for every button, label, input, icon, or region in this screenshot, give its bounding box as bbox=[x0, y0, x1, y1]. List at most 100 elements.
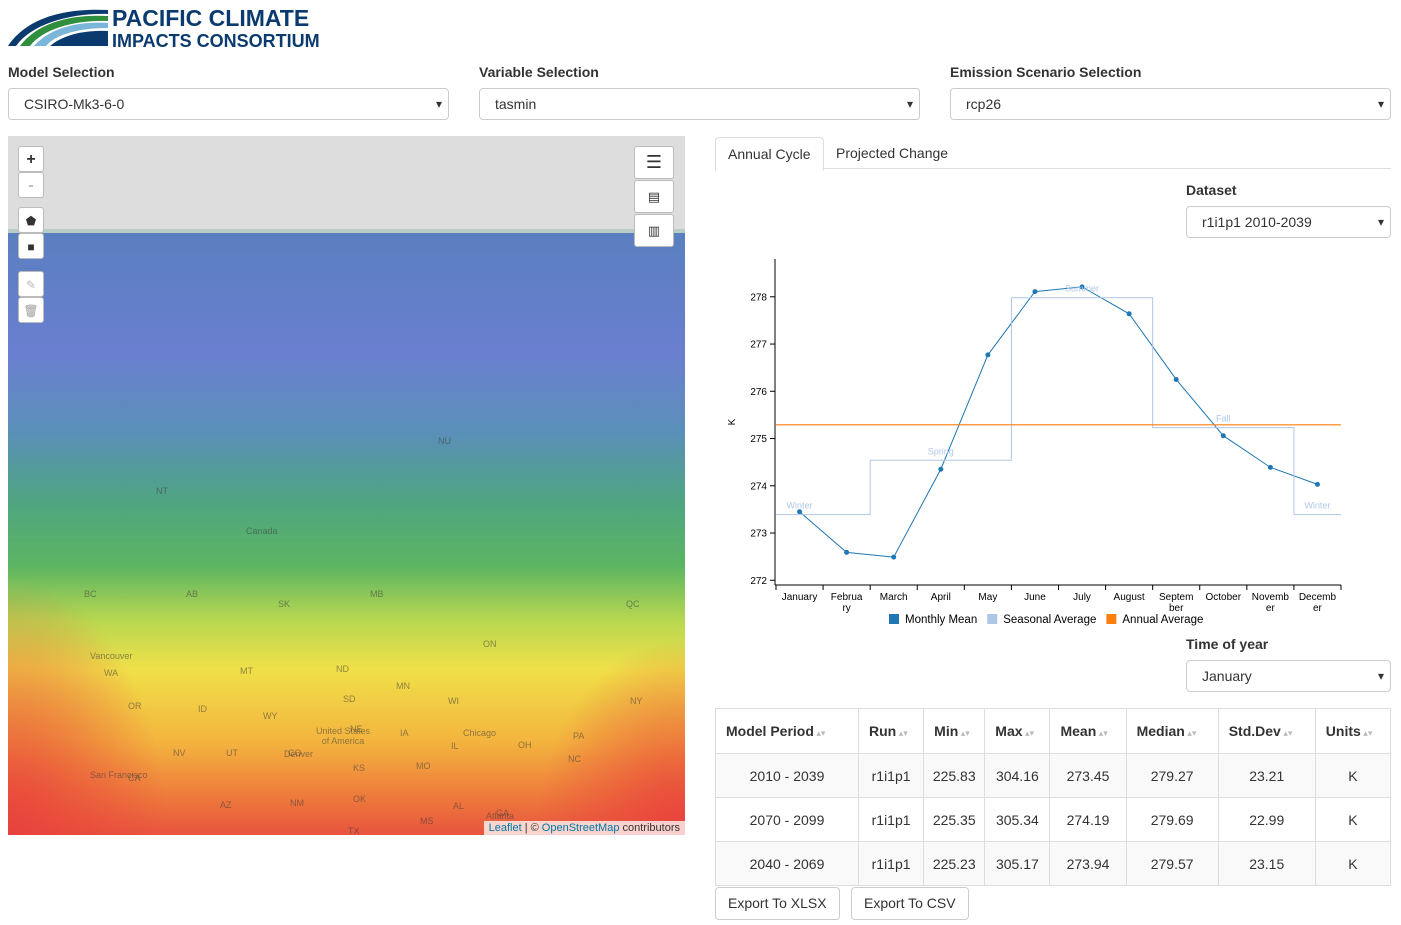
y-axis-label: K bbox=[727, 418, 738, 425]
table-cell: 2070 - 2099 bbox=[714, 797, 860, 842]
sort-icon: ▴▾ bbox=[1022, 728, 1035, 738]
layers-menu[interactable]: ☰ bbox=[634, 146, 674, 179]
tab[interactable]: Projected Change bbox=[836, 145, 949, 161]
column-header[interactable]: Mean ▴▾ bbox=[1049, 708, 1127, 754]
header-text: Mean bbox=[1060, 723, 1097, 739]
table-cell: 279.57 bbox=[1125, 841, 1219, 886]
zoom-out[interactable]: - bbox=[18, 172, 44, 198]
selector-label: Model Selection bbox=[8, 64, 115, 80]
table-cell: 305.34 bbox=[984, 797, 1051, 842]
x-tick-label: January bbox=[782, 592, 818, 603]
column-header[interactable]: Std.Dev ▴▾ bbox=[1217, 708, 1316, 754]
table-cell: 23.15 bbox=[1217, 841, 1316, 886]
monthly-point bbox=[1032, 289, 1038, 295]
monthly-point bbox=[1220, 433, 1226, 439]
column-header[interactable]: Max ▴▾ bbox=[984, 708, 1051, 754]
legend-swatch bbox=[889, 614, 899, 624]
map-label: KS bbox=[353, 763, 366, 773]
header-text: Min bbox=[934, 723, 959, 739]
season-label: Spring bbox=[928, 446, 954, 456]
map-label: NY bbox=[630, 696, 643, 706]
header-text: Std.Dev bbox=[1228, 723, 1281, 739]
y-tick-label: 276 bbox=[750, 387, 767, 398]
column-header[interactable]: Units ▴▾ bbox=[1314, 708, 1392, 754]
header-text: Units bbox=[1325, 723, 1361, 739]
map-label: Vancouver bbox=[90, 651, 133, 661]
map-label: Canada bbox=[246, 526, 278, 536]
dataset-select[interactable]: r1i1p1 2010-2039 bbox=[1186, 206, 1391, 238]
draw-polygon[interactable]: ⬟ bbox=[18, 207, 44, 233]
map-label: WA bbox=[104, 668, 119, 678]
header-text: Run bbox=[869, 723, 897, 739]
tab-active[interactable]: Annual Cycle bbox=[715, 137, 824, 171]
x-tick-label: Novemb er bbox=[1252, 592, 1290, 614]
export-csv[interactable]: Export To CSV bbox=[851, 887, 969, 920]
map-label: NC bbox=[568, 754, 581, 764]
map-label: MO bbox=[416, 761, 431, 771]
variable-select[interactable]: tasmin bbox=[479, 88, 920, 120]
map-label: NE bbox=[350, 724, 363, 734]
monthly-point bbox=[797, 509, 803, 515]
x-tick-label: April bbox=[931, 592, 951, 603]
draw-rectangle[interactable]: ■ bbox=[18, 233, 44, 259]
map-label: GA bbox=[496, 808, 510, 818]
map[interactable]: + - ⬟ ■ ✎ 🗑 ☰ ▤ ▥ Leaflet | © OpenStreet… bbox=[8, 136, 685, 835]
map-label: SD bbox=[343, 694, 356, 704]
export-xlsx[interactable]: Export To XLSX bbox=[715, 887, 840, 920]
x-tick-label: July bbox=[1073, 592, 1091, 603]
map-label: PA bbox=[573, 731, 585, 741]
legend-swatch bbox=[1106, 614, 1117, 624]
legend-label: Monthly Mean bbox=[905, 614, 977, 626]
map-label: IL bbox=[451, 741, 459, 751]
map-label: AL bbox=[453, 801, 465, 811]
column-header[interactable]: Median ▴▾ bbox=[1125, 708, 1219, 754]
osm-link[interactable]: OpenStreetMap bbox=[541, 822, 620, 834]
season-label: Winter bbox=[1304, 501, 1330, 511]
x-tick-label: Septem ber bbox=[1159, 592, 1193, 614]
x-tick-label: June bbox=[1024, 592, 1046, 603]
legend-swatch bbox=[987, 614, 998, 624]
table-cell: K bbox=[1314, 753, 1392, 798]
table-cell: r1i1p1 bbox=[858, 841, 925, 886]
upload-shape[interactable]: ▥ bbox=[634, 214, 674, 247]
map-label: ID bbox=[198, 704, 207, 714]
attribution-sep: | © bbox=[524, 822, 539, 834]
model-select[interactable]: CSIRO-Mk3-6-0 bbox=[8, 88, 449, 120]
column-header[interactable]: Run ▴▾ bbox=[858, 708, 925, 754]
map-label: Atlanta bbox=[486, 811, 515, 821]
column-header[interactable]: Model Period ▴▾ bbox=[714, 708, 860, 754]
table-row: 2040 - 2069 r1i1p1 225.23 305.17 273.94 279.5… bbox=[714, 841, 1392, 886]
y-tick-label: 273 bbox=[750, 529, 767, 540]
map-label: NT bbox=[156, 486, 168, 496]
dataset-label: Dataset bbox=[1186, 182, 1237, 198]
table-cell: 2010 - 2039 bbox=[714, 753, 860, 798]
table-cell: r1i1p1 bbox=[858, 753, 925, 798]
zoom-in[interactable]: + bbox=[18, 146, 44, 172]
y-tick-label: 272 bbox=[750, 576, 767, 587]
time-select[interactable]: January bbox=[1186, 660, 1391, 692]
edit-layers[interactable]: ✎ bbox=[18, 271, 44, 297]
x-tick-label: March bbox=[880, 592, 908, 603]
header-text: Model Period bbox=[726, 723, 814, 739]
leaflet-link[interactable]: Leaflet bbox=[488, 822, 522, 834]
map-label: MT bbox=[240, 666, 253, 676]
y-tick-label: 274 bbox=[750, 481, 767, 492]
x-tick-label: May bbox=[978, 592, 997, 603]
table-cell: 279.69 bbox=[1125, 797, 1219, 842]
map-label: QC bbox=[626, 599, 640, 609]
download-shape[interactable]: ▤ bbox=[634, 180, 674, 213]
delete-layers[interactable]: 🗑 bbox=[18, 297, 44, 323]
header-row: Model Period ▴▾ Run ▴▾ Min ▴▾ Max ▴▾ Mean ▴▾… bbox=[714, 708, 1392, 754]
column-header[interactable]: Min ▴▾ bbox=[923, 708, 986, 754]
map-label: Chicago bbox=[463, 728, 497, 738]
monthly-point bbox=[985, 352, 991, 358]
map-label: TX bbox=[348, 826, 360, 835]
scenario-select[interactable]: rcp26 bbox=[950, 88, 1391, 120]
x-tick-label: Decemb er bbox=[1299, 592, 1337, 614]
table-cell: K bbox=[1314, 797, 1392, 842]
logo-text: PACIFIC CLIMATE bbox=[112, 6, 309, 31]
map-label: MB bbox=[370, 589, 384, 599]
logo: PACIFIC CLIMATE IMPACTS CONSORTIUM bbox=[8, 6, 320, 50]
table-cell: 273.94 bbox=[1049, 841, 1127, 886]
